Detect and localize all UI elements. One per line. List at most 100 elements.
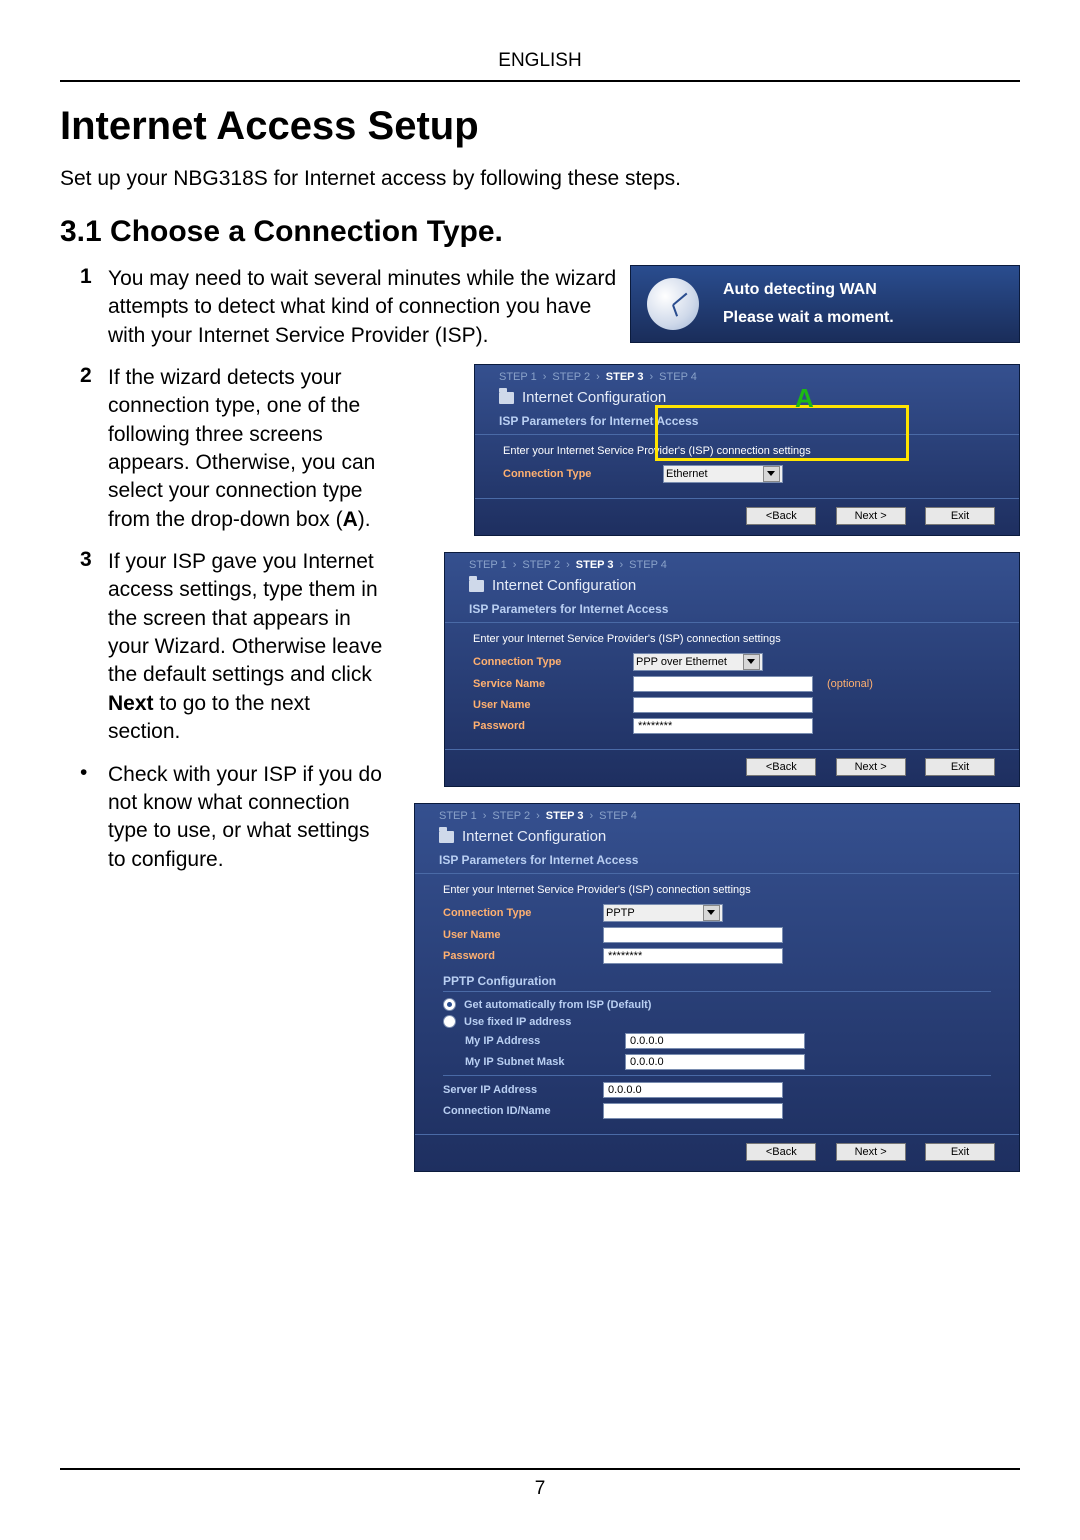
chevron-down-icon [743,654,760,670]
bullet-row: • Check with your ISP if you do not know… [60,761,400,874]
folder-icon [469,580,484,592]
wizard-title: Internet Configuration [475,383,1019,412]
label-service-name: Service Name [473,678,633,690]
wizard-subhead: ISP Parameters for Internet Access [415,851,1019,874]
bullet-marker: • [60,761,108,785]
row-conn-type: Connection Type PPTP [443,904,991,922]
row-user-name: User Name [443,927,991,943]
right-column: A STEP 1› STEP 2› STEP 3› STEP 4 Interne… [414,364,1020,1188]
section-heading: 3.1 Choose a Connection Type. [60,215,1020,249]
radio-use-fixed[interactable]: Use fixed IP address [443,1015,991,1028]
wizard-hint: Enter your Internet Service Provider's (… [503,445,991,457]
wizard-body: Enter your Internet Service Provider's (… [475,435,1019,498]
input-server-ip[interactable]: 0.0.0.0 [603,1082,783,1098]
select-conn-type-pptp[interactable]: PPTP [603,904,723,922]
label-password: Password [473,720,633,732]
label-conn-type: Connection Type [473,656,633,668]
pptp-config-heading: PPTP Configuration [443,974,991,992]
wizard-title: Internet Configuration [445,571,1019,600]
page-number: 7 [60,1468,1020,1500]
input-user-name[interactable] [633,697,813,713]
intro-text: Set up your NBG318S for Internet access … [60,167,1020,191]
wizard-subhead: ISP Parameters for Internet Access [445,600,1019,623]
label-conn-type: Connection Type [443,907,603,919]
exit-button[interactable]: Exit [925,507,995,525]
label-password: Password [443,950,603,962]
document-page: ENGLISH Internet Access Setup Set up you… [0,0,1080,1540]
folder-icon [439,831,454,843]
step-2-number: 2 [60,364,108,388]
next-button[interactable]: Next > [836,1143,906,1161]
folder-icon [499,392,514,404]
input-my-ip[interactable]: 0.0.0.0 [625,1033,805,1049]
row-conn-type: Connection Type Ethernet [503,465,991,483]
next-button[interactable]: Next > [836,507,906,525]
optional-hint: (optional) [827,678,873,690]
wizard-body: Enter your Internet Service Provider's (… [445,623,1019,749]
label-my-mask: My IP Subnet Mask [443,1056,625,1068]
step-3-row: 3 If your ISP gave you Internet access s… [60,548,400,746]
label-server-ip: Server IP Address [443,1084,603,1096]
clock-icon [647,278,699,330]
back-button[interactable]: <Back [746,1143,816,1161]
header-language: ENGLISH [60,50,1020,82]
exit-button[interactable]: Exit [925,758,995,776]
next-button[interactable]: Next > [836,758,906,776]
label-user-name: User Name [443,929,603,941]
wizard-steps-bar: STEP 1› STEP 2› STEP 3› STEP 4 [445,553,1019,571]
back-button[interactable]: <Back [746,758,816,776]
wizard-steps-bar: STEP 1› STEP 2› STEP 3› STEP 4 [475,365,1019,383]
input-service-name[interactable] [633,676,813,692]
step-1-number: 1 [60,265,108,289]
row-server-ip: Server IP Address 0.0.0.0 [443,1075,991,1098]
wizard-ethernet: A STEP 1› STEP 2› STEP 3› STEP 4 Interne… [474,364,1020,536]
row-password: Password ******** [443,948,991,964]
back-button[interactable]: <Back [746,507,816,525]
input-my-mask[interactable]: 0.0.0.0 [625,1054,805,1070]
content-columns: 2 If the wizard detects your connection … [60,364,1020,1188]
wizard-steps-bar: STEP 1› STEP 2› STEP 3› STEP 4 [415,804,1019,822]
input-password[interactable]: ******** [603,948,783,964]
input-user-name[interactable] [603,927,783,943]
input-password[interactable]: ******** [633,718,813,734]
wizard-hint: Enter your Internet Service Provider's (… [473,633,991,645]
row-my-ip: My IP Address 0.0.0.0 [443,1033,991,1049]
step-1-row: 1 You may need to wait several minutes w… [60,265,1020,350]
step-3-text: If your ISP gave you Internet access set… [108,548,400,746]
row-conn-id: Connection ID/Name [443,1103,991,1119]
wizard-buttons: <Back Next > Exit [475,498,1019,535]
wizard-pptp: STEP 1› STEP 2› STEP 3› STEP 4 Internet … [414,803,1020,1172]
row-conn-type: Connection Type PPP over Ethernet [473,653,991,671]
wizard-subhead: ISP Parameters for Internet Access [475,412,1019,435]
input-conn-id[interactable] [603,1103,783,1119]
step-1-text: You may need to wait several minutes whi… [108,265,630,350]
label-conn-id: Connection ID/Name [443,1105,603,1117]
label-user-name: User Name [473,699,633,711]
step-3-number: 3 [60,548,108,572]
page-title: Internet Access Setup [60,104,1020,149]
select-conn-type-pppoe[interactable]: PPP over Ethernet [633,653,763,671]
wan-detecting-panel: Auto detecting WAN Please wait a moment. [630,265,1020,343]
chevron-down-icon [763,466,780,482]
wan-title: Auto detecting WAN [723,281,894,299]
select-conn-type-ethernet[interactable]: Ethernet [663,465,783,483]
chevron-down-icon [703,905,720,921]
label-conn-type: Connection Type [503,468,663,480]
wizard-body: Enter your Internet Service Provider's (… [415,874,1019,1134]
radio-on-icon [443,998,456,1011]
bullet-text: Check with your ISP if you do not know w… [108,761,400,874]
step-2-row: 2 If the wizard detects your connection … [60,364,400,534]
row-my-mask: My IP Subnet Mask 0.0.0.0 [443,1054,991,1070]
wizard-title: Internet Configuration [415,822,1019,851]
radio-get-auto[interactable]: Get automatically from ISP (Default) [443,998,991,1011]
row-password: Password ******** [473,718,991,734]
wizard-buttons: <Back Next > Exit [445,749,1019,786]
exit-button[interactable]: Exit [925,1143,995,1161]
wizard-pppoe: STEP 1› STEP 2› STEP 3› STEP 4 Internet … [444,552,1020,787]
wan-text: Auto detecting WAN Please wait a moment. [723,281,894,327]
wizard-buttons: <Back Next > Exit [415,1134,1019,1171]
step-2-text: If the wizard detects your connection ty… [108,364,400,534]
left-column: 2 If the wizard detects your connection … [60,364,400,888]
row-user-name: User Name [473,697,991,713]
wan-message: Please wait a moment. [723,309,894,327]
